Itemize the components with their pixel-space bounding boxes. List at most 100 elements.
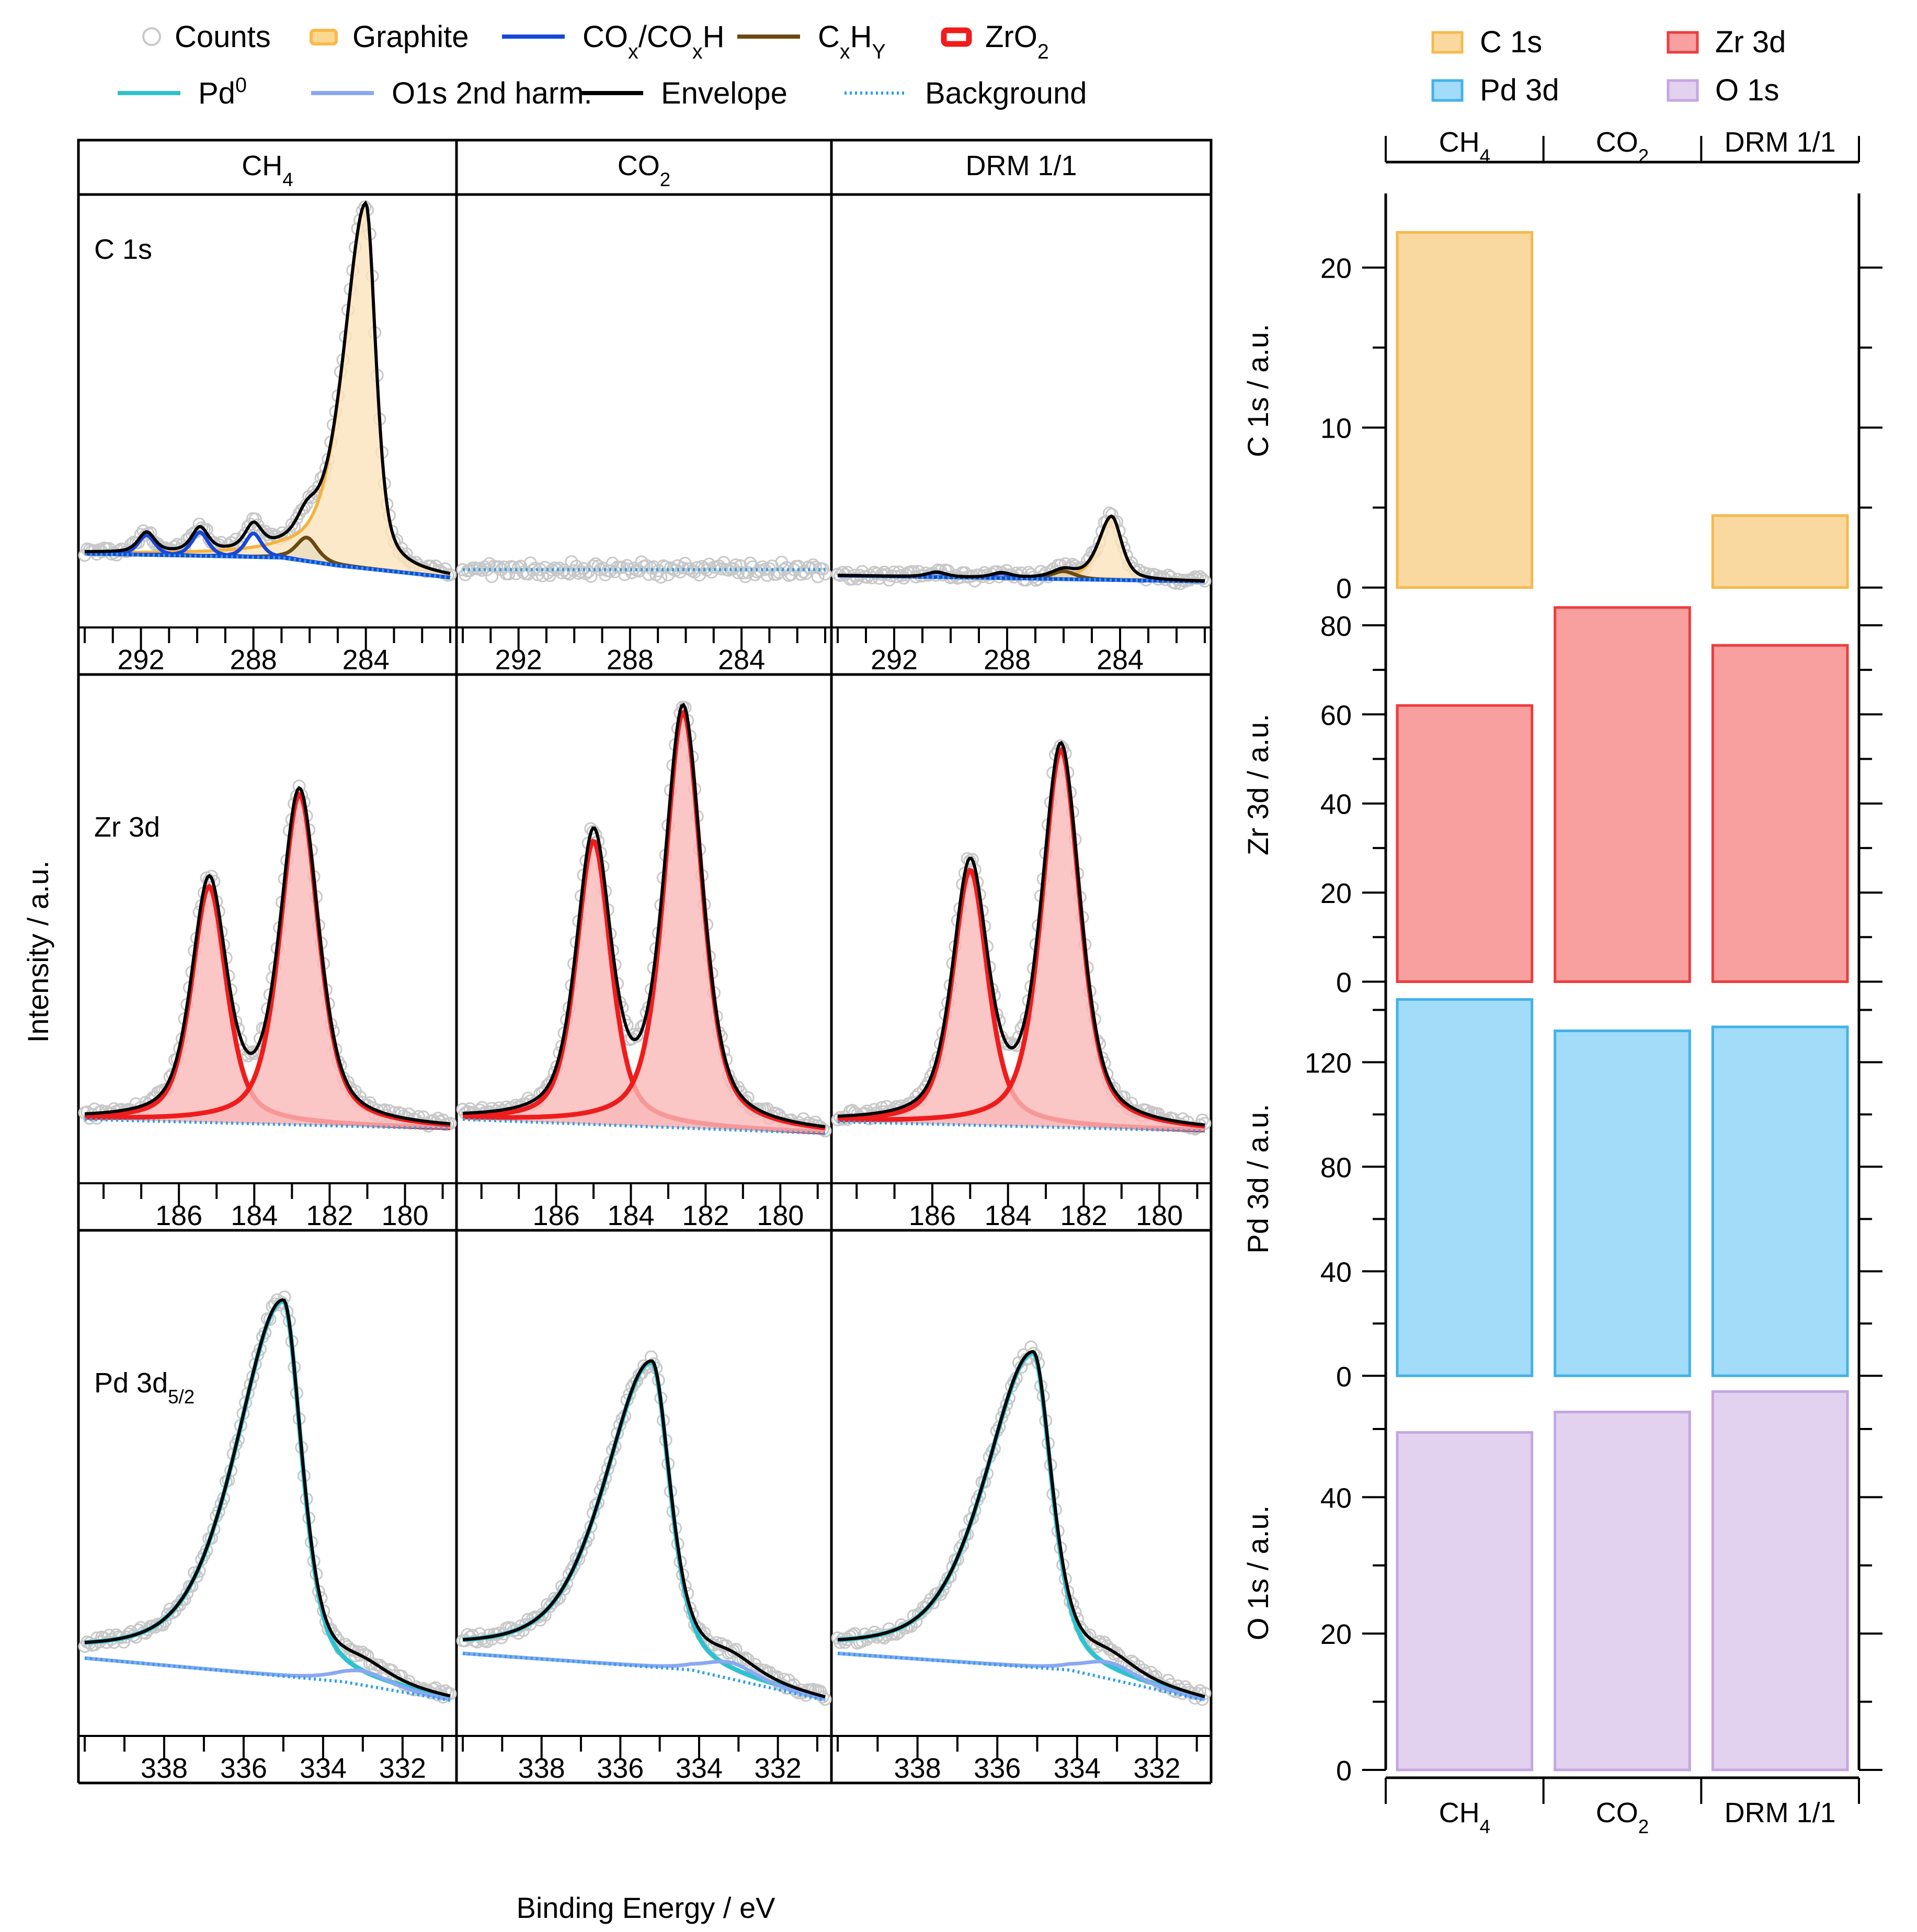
x-tick-label: 284 xyxy=(718,644,765,676)
count-point xyxy=(480,563,494,576)
category-label: CH4 xyxy=(1439,1797,1490,1837)
y-tick-label: 0 xyxy=(1336,573,1352,604)
count-point xyxy=(809,561,823,574)
legend-item: Background xyxy=(845,76,1087,110)
count-point xyxy=(254,524,267,538)
x-tick-label: 180 xyxy=(757,1200,804,1231)
legend-label: Graphite xyxy=(352,20,469,54)
x-tick-label: 182 xyxy=(1060,1200,1107,1231)
x-tick-label: 184 xyxy=(985,1200,1032,1231)
y-tick-label: 120 xyxy=(1305,1047,1352,1079)
count-point xyxy=(834,1636,847,1649)
x-tick-label: 336 xyxy=(597,1753,644,1784)
category-label: CH4 xyxy=(1439,127,1490,167)
count-point xyxy=(244,1046,257,1060)
xps-panel: 186 184 182 180 xyxy=(456,701,832,1231)
x-axis-title: Binding Energy / eV xyxy=(517,1891,776,1924)
legend-label: Pd 3d xyxy=(1480,73,1559,107)
background-line xyxy=(837,574,1205,584)
count-point xyxy=(690,561,704,574)
column-header-label: CH4 xyxy=(242,150,293,190)
x-tick-label: 284 xyxy=(343,644,390,676)
count-point xyxy=(1195,572,1209,586)
x-tick-label: 336 xyxy=(974,1753,1021,1784)
xps-panel: 338 336 334 332 xyxy=(831,1340,1212,1784)
region-label: Zr 3d xyxy=(94,811,160,843)
swatch xyxy=(1431,79,1464,102)
x-tick-label: 288 xyxy=(984,644,1031,676)
x-tick-label: 288 xyxy=(607,644,654,676)
swatch xyxy=(941,27,972,47)
background-line xyxy=(837,1120,1205,1133)
legend-label: C 1s xyxy=(1480,25,1542,59)
count-point xyxy=(794,568,808,581)
x-tick-label: 338 xyxy=(894,1753,941,1784)
bar xyxy=(1711,514,1849,589)
component-line xyxy=(84,533,451,579)
column-header-label: CO2 xyxy=(618,150,670,190)
count-point xyxy=(572,566,586,580)
category-label: CO2 xyxy=(1596,1797,1649,1837)
xps-panel: 292 288 284 xyxy=(456,555,832,676)
count-point xyxy=(841,566,854,579)
legend-label: O 1s xyxy=(1715,73,1779,107)
xps-grid: CH4 CO2 DRM 1/1 292 288 284 292 288 284 292 288 284… xyxy=(21,139,1213,1924)
swatch xyxy=(1667,31,1699,54)
x-tick-label: 332 xyxy=(755,1753,802,1784)
count-point xyxy=(529,562,542,575)
category-label: DRM 1/1 xyxy=(1725,127,1836,158)
legend-label: Pd0 xyxy=(198,74,247,110)
xps-panel: 186 184 182 180 xyxy=(831,739,1212,1231)
count-point xyxy=(941,1571,955,1585)
y-tick-label: 20 xyxy=(1320,1619,1352,1650)
legend-item: Zr 3d xyxy=(1667,25,1786,59)
y-tick-label: 40 xyxy=(1320,1482,1352,1514)
x-tick-label: 292 xyxy=(871,644,918,676)
x-tick-label: 284 xyxy=(1097,644,1144,676)
legend-label: CxHY xyxy=(818,20,886,63)
count-point xyxy=(732,566,745,579)
count-point xyxy=(586,559,600,573)
legend-label: COx/COxH xyxy=(583,20,724,63)
category-label: CO2 xyxy=(1596,127,1649,167)
xps-panel: 338 336 334 332 xyxy=(78,1290,457,1784)
legend-item: O1s 2nd harm. xyxy=(311,76,592,110)
legend-label: Background xyxy=(925,76,1087,110)
y-tick-label: 40 xyxy=(1320,789,1352,820)
envelope-line xyxy=(462,703,826,1128)
xps-panel: 186 184 182 180 xyxy=(78,779,457,1231)
legend-label: ZrO2 xyxy=(985,20,1049,63)
count-point xyxy=(623,563,636,576)
bar-panel: 0 20 40 O 1s / a.u. xyxy=(1241,1390,1882,1787)
component-fill xyxy=(85,794,450,1129)
bar-panel: 0 10 20 C 1s / a.u. xyxy=(1241,231,1882,604)
bar-stack: CH4 CO2 DRM 1/1 CH4 CO2 DRM 1/1 0 10 20 C 1s / a.… xyxy=(1241,127,1882,1837)
y-tick-label: 80 xyxy=(1320,611,1352,642)
legend-label: O1s 2nd harm. xyxy=(392,76,592,110)
bar-y-title: Zr 3d / a.u. xyxy=(1241,714,1274,855)
count-point xyxy=(637,1359,651,1373)
legend-item: CxHY xyxy=(737,20,886,63)
y-tick-label: 80 xyxy=(1320,1152,1352,1183)
x-tick-label: 334 xyxy=(300,1753,347,1784)
swatch xyxy=(1667,79,1699,102)
xps-panel: 292 288 284 xyxy=(78,200,457,676)
envelope-line xyxy=(838,514,1205,582)
legend-item: Envelope xyxy=(580,76,788,110)
legend-label: Counts xyxy=(175,20,271,54)
count-point xyxy=(736,566,750,580)
legend-label: Zr 3d xyxy=(1715,25,1786,59)
y-tick-label: 60 xyxy=(1320,700,1352,731)
x-tick-label: 182 xyxy=(306,1200,353,1231)
xps-row-2: 338 336 334 332 338 336 334 332 338 336 334 332 Pd 3… xyxy=(78,1290,1212,1785)
x-tick-label: 186 xyxy=(533,1200,580,1231)
legend-label: Envelope xyxy=(661,76,788,110)
component-fill xyxy=(463,712,825,1134)
bar-panel: 0 20 40 60 80 Zr 3d / a.u. xyxy=(1241,606,1882,999)
component-fill xyxy=(85,204,450,578)
component-fill xyxy=(838,750,1205,1131)
count-point xyxy=(1191,571,1204,585)
count-point xyxy=(1186,571,1200,585)
component-line xyxy=(837,1351,1206,1700)
